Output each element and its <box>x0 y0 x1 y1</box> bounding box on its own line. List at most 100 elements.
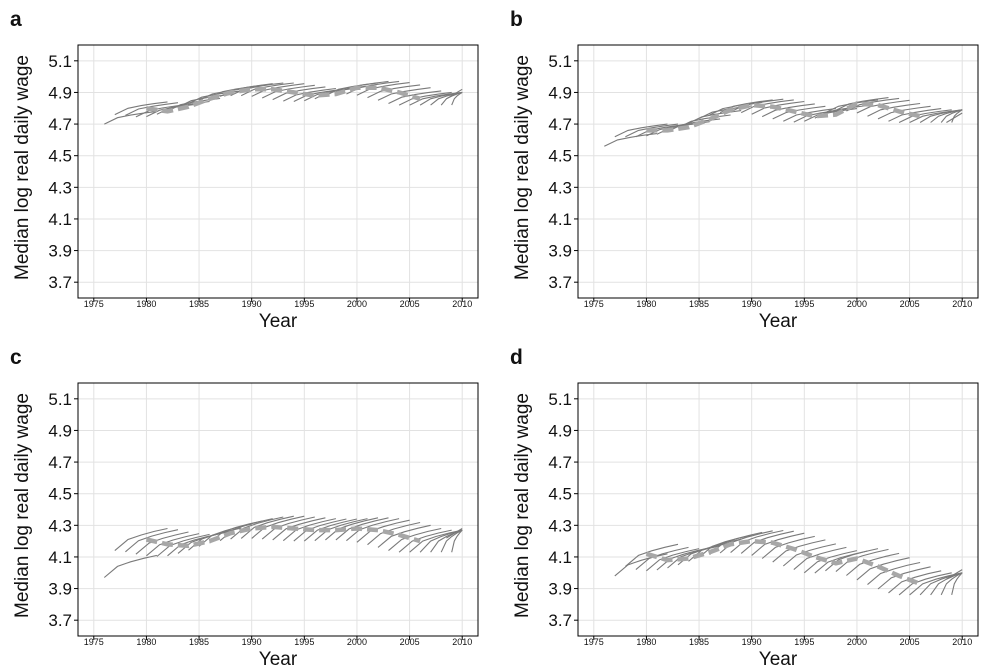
y-tick-label: 3.9 <box>548 580 572 599</box>
chart-a: 3.7 3.9 4.1 4.3 4.5 4.7 4.9 5.1 1975 1980 1985 1990… <box>10 8 479 332</box>
cohort-line <box>356 82 410 96</box>
cohort-line <box>398 91 452 106</box>
cohort-line <box>888 570 942 594</box>
panel-d: 3.7 3.9 4.1 4.3 4.5 4.7 4.9 5.1 1975 1980 1985 1990… <box>500 338 989 668</box>
cohort-line <box>251 515 305 539</box>
cohort-line <box>919 572 963 596</box>
cohort-line <box>335 517 389 541</box>
y-tick-label: 3.9 <box>48 242 72 261</box>
cohort-line <box>846 552 900 576</box>
cohort-line <box>367 521 421 546</box>
y-axis-title: Median log real daily wage <box>12 393 33 618</box>
y-tick-label: 3.9 <box>48 580 72 599</box>
x-tick-label: 1975 <box>584 299 604 309</box>
cohort-line <box>646 548 700 572</box>
y-tick-label: 5.1 <box>48 390 72 409</box>
y-axis-title: Median log real daily wage <box>512 393 533 618</box>
y-tick-label: 3.7 <box>548 611 572 630</box>
plot-frame <box>77 44 479 299</box>
cohort-line <box>446 528 463 539</box>
x-axis-title: Year <box>259 311 298 332</box>
x-tick-label: 1990 <box>742 299 762 309</box>
chart-c: 3.7 3.9 4.1 4.3 4.5 4.7 4.9 5.1 1975 1980 1985 1990… <box>10 346 479 668</box>
x-tick-label: 1995 <box>794 637 814 647</box>
y-tick-label: 4.9 <box>548 83 572 102</box>
x-axis-title: Year <box>759 649 798 668</box>
cohort-line <box>761 535 815 559</box>
cohort-line <box>135 531 189 555</box>
cohort-line <box>419 529 463 553</box>
cohort-line <box>898 109 952 123</box>
x-tick-label: 2010 <box>452 637 472 647</box>
median-dashed-line <box>145 524 421 549</box>
x-tick-label: 1990 <box>242 299 262 309</box>
x-tick-label: 1985 <box>689 299 709 309</box>
cohort-line <box>303 518 358 542</box>
cohort-line <box>625 543 679 567</box>
y-tick-label: 5.1 <box>548 390 572 409</box>
cohort-line <box>230 516 284 540</box>
cohort-line <box>272 517 326 541</box>
cohort-line <box>888 108 942 122</box>
cohort-line <box>604 133 657 147</box>
y-tick-label: 4.3 <box>548 516 572 535</box>
cohort-line <box>856 99 910 114</box>
cohort-line <box>293 518 347 542</box>
cohort-line <box>677 114 731 129</box>
y-tick-label: 4.9 <box>48 83 72 102</box>
y-tick-label: 4.3 <box>48 178 72 197</box>
y-axis-title: Median log real daily wage <box>512 55 533 280</box>
cohort-line <box>688 110 742 124</box>
cohort-line <box>451 529 463 553</box>
cohort-line <box>946 112 963 123</box>
cohort-line <box>398 529 452 553</box>
cohort-line <box>761 103 815 118</box>
x-tick-label: 1980 <box>636 637 656 647</box>
cohort-line <box>709 531 763 556</box>
cohort-line <box>283 87 336 102</box>
x-tick-label: 1980 <box>636 299 656 309</box>
y-tick-label: 3.7 <box>548 273 572 292</box>
plot-frame <box>577 382 979 637</box>
cohort-line <box>451 91 463 106</box>
cohort-line <box>103 554 158 578</box>
panel-label: d <box>510 346 523 369</box>
y-tick-label: 4.1 <box>48 548 72 567</box>
y-tick-label: 4.3 <box>48 516 72 535</box>
x-tick-label: 1985 <box>189 299 209 309</box>
cohort-line <box>782 543 837 567</box>
cohort-line <box>930 572 963 596</box>
y-tick-label: 5.1 <box>548 52 572 71</box>
y-tick-label: 4.7 <box>548 453 572 472</box>
cohort-line <box>614 123 668 138</box>
cohort-line <box>751 532 805 556</box>
x-tick-label: 2005 <box>900 637 920 647</box>
cohort-line <box>740 99 794 114</box>
cohort-line <box>835 548 889 573</box>
cohort-line <box>772 539 826 563</box>
y-tick-label: 4.5 <box>48 485 72 504</box>
cohort-line <box>377 87 431 101</box>
cohort-line <box>856 557 910 581</box>
y-tick-label: 3.7 <box>48 273 72 292</box>
panel-label: c <box>10 346 22 369</box>
cohort-line <box>346 518 400 542</box>
x-tick-label: 2000 <box>347 637 367 647</box>
cohort-line <box>104 110 157 125</box>
x-tick-label: 1995 <box>294 299 314 309</box>
cohort-line <box>946 569 963 580</box>
cohort-line <box>446 88 463 100</box>
cohort-line <box>125 529 179 553</box>
y-tick-label: 4.1 <box>548 210 572 229</box>
plot-frame <box>577 44 979 299</box>
cohort-line <box>614 553 668 577</box>
cohort-line <box>940 572 963 596</box>
cohort-line <box>367 84 421 99</box>
cohort-line <box>877 566 931 590</box>
cohort-line <box>625 123 679 138</box>
y-tick-label: 4.5 <box>548 147 572 166</box>
plot-frame <box>77 382 479 637</box>
y-tick-label: 5.1 <box>48 52 72 71</box>
cohort-line <box>156 533 210 557</box>
x-tick-label: 1980 <box>136 299 156 309</box>
